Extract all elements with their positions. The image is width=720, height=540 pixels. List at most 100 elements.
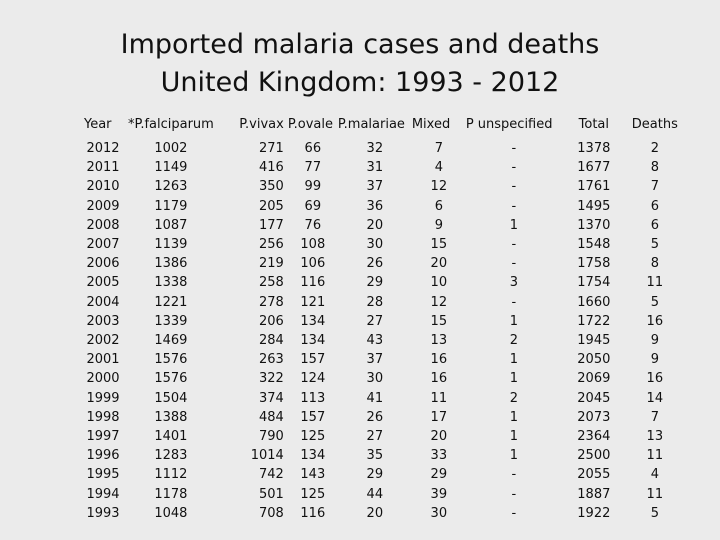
table-row: 2004 1221 278 121 28 12 - 1660 5 [78,293,684,312]
cell-mixed: 11 [430,390,448,406]
cell-unspecified: - [511,141,517,156]
cell-unspecified: - [511,256,517,272]
cell-malariae: 20 [366,505,384,521]
cell-year: 2012 [86,141,120,156]
cell-total: 1754 [577,275,611,291]
cell-mixed: 9 [434,217,443,233]
table-row: 1994 1178 501 125 44 39 - 1887 11 [78,485,684,504]
cell-vivax: 1014 [250,448,284,464]
cell-falciparum: 1149 [154,160,188,176]
cell-falciparum: 1388 [154,409,188,425]
cell-vivax: 416 [259,160,284,176]
cell-unspecified: - [511,505,517,521]
cell-deaths: 4 [650,467,659,483]
cell-malariae: 35 [366,448,384,464]
cell-mixed: 12 [430,294,448,310]
cell-falciparum: 1112 [154,467,188,483]
cell-malariae: 29 [366,275,384,291]
cell-deaths: 6 [650,217,659,233]
header-mixed: Mixed [411,117,451,132]
cell-falciparum: 1401 [154,429,188,445]
cell-malariae: 28 [366,294,384,310]
cell-ovale: 108 [300,237,326,253]
cell-deaths: 11 [646,275,664,291]
cell-mixed: 10 [430,275,448,291]
cell-unspecified: - [511,198,517,214]
cell-malariae: 32 [366,141,384,156]
cell-malariae: 41 [366,390,384,406]
table-body: 2012 1002 271 66 32 7-1378 2 2011 1149 416 77 31 4-1… [78,139,684,523]
cell-mixed: 30 [430,505,448,521]
cell-year: 2007 [86,237,120,253]
table-row: 1999 1504 374 113 41 11 2 2045 14 [78,389,684,408]
cell-unspecified: 1 [509,448,518,464]
cell-unspecified: 1 [509,217,518,233]
cell-deaths: 16 [646,313,664,329]
cell-falciparum: 1339 [154,313,188,329]
cell-falciparum: 1087 [154,217,188,233]
cell-falciparum: 1386 [154,256,188,272]
cell-deaths: 6 [650,198,659,214]
header-vivax: P.vivax [239,117,284,132]
cell-malariae: 43 [366,333,384,349]
cell-vivax: 263 [259,352,284,368]
cell-vivax: 322 [259,371,284,387]
cell-total: 1761 [577,179,611,195]
cell-mixed: 15 [430,313,448,329]
cell-total: 1945 [577,333,611,349]
cell-vivax: 271 [259,141,284,156]
cell-mixed: 29 [430,467,448,483]
cell-mixed: 7 [434,141,443,156]
cell-deaths: 5 [650,294,659,310]
cell-year: 2010 [86,179,120,195]
cell-total: 1887 [577,486,611,502]
cell-year: 2004 [86,294,120,310]
cell-ovale: 113 [300,390,326,406]
table-header: Year *P.falciparum P.vivax P.ovale P.mal… [78,114,684,139]
cell-total: 1660 [577,294,611,310]
cell-mixed: 20 [430,256,448,272]
cell-total: 2364 [577,429,611,445]
cell-vivax: 350 [259,179,284,195]
cell-unspecified: 1 [509,409,518,425]
table-row: 2006 1386 219 106 26 20 - 1758 8 [78,254,684,273]
cell-ovale: 125 [300,429,326,445]
cell-ovale: 69 [304,198,322,214]
table-row: 2009 1179 205 69 36 6 - 1495 6 [78,197,684,216]
header-ovale: P.ovale [287,117,333,132]
cell-vivax: 219 [259,256,284,272]
cell-mixed: 15 [430,237,448,253]
cell-mixed: 6 [434,198,443,214]
cell-ovale: 116 [300,275,326,291]
header-falciparum: *P.falciparum [128,117,214,132]
cell-ovale: 134 [300,333,326,349]
cell-mixed: 13 [430,333,448,349]
cell-year: 1998 [86,409,120,425]
cell-ovale: 125 [300,486,326,502]
cell-year: 2005 [86,275,120,291]
cell-vivax: 374 [259,390,284,406]
table-row: 1997 1401 790 125 27 20 1 2364 13 [78,427,684,446]
cell-vivax: 708 [259,505,284,521]
table-row: 2002 1469 284 134 43 13 2 1945 9 [78,331,684,350]
cell-vivax: 205 [259,198,284,214]
cell-ovale: 134 [300,313,326,329]
table-row: 2003 1339 206 134 27 15 1 1722 16 [78,312,684,331]
cell-year: 2011 [86,160,120,176]
cell-total: 2050 [577,352,611,368]
cell-deaths: 11 [646,448,664,464]
cell-year: 2003 [86,313,120,329]
cell-ovale: 134 [300,448,326,464]
cell-ovale: 121 [300,294,326,310]
table-row: 2011 1149 416 77 31 4 - 1677 8 [78,158,684,177]
cell-unspecified: 1 [509,313,518,329]
cell-mixed: 17 [430,409,448,425]
cell-total: 2073 [577,409,611,425]
cell-mixed: 39 [430,486,448,502]
cell-mixed: 16 [430,352,448,368]
cell-deaths: 9 [650,352,659,368]
cell-total: 1722 [577,313,611,329]
cell-ovale: 124 [300,371,326,387]
cell-year: 2006 [86,256,120,272]
cell-deaths: 5 [650,237,659,253]
